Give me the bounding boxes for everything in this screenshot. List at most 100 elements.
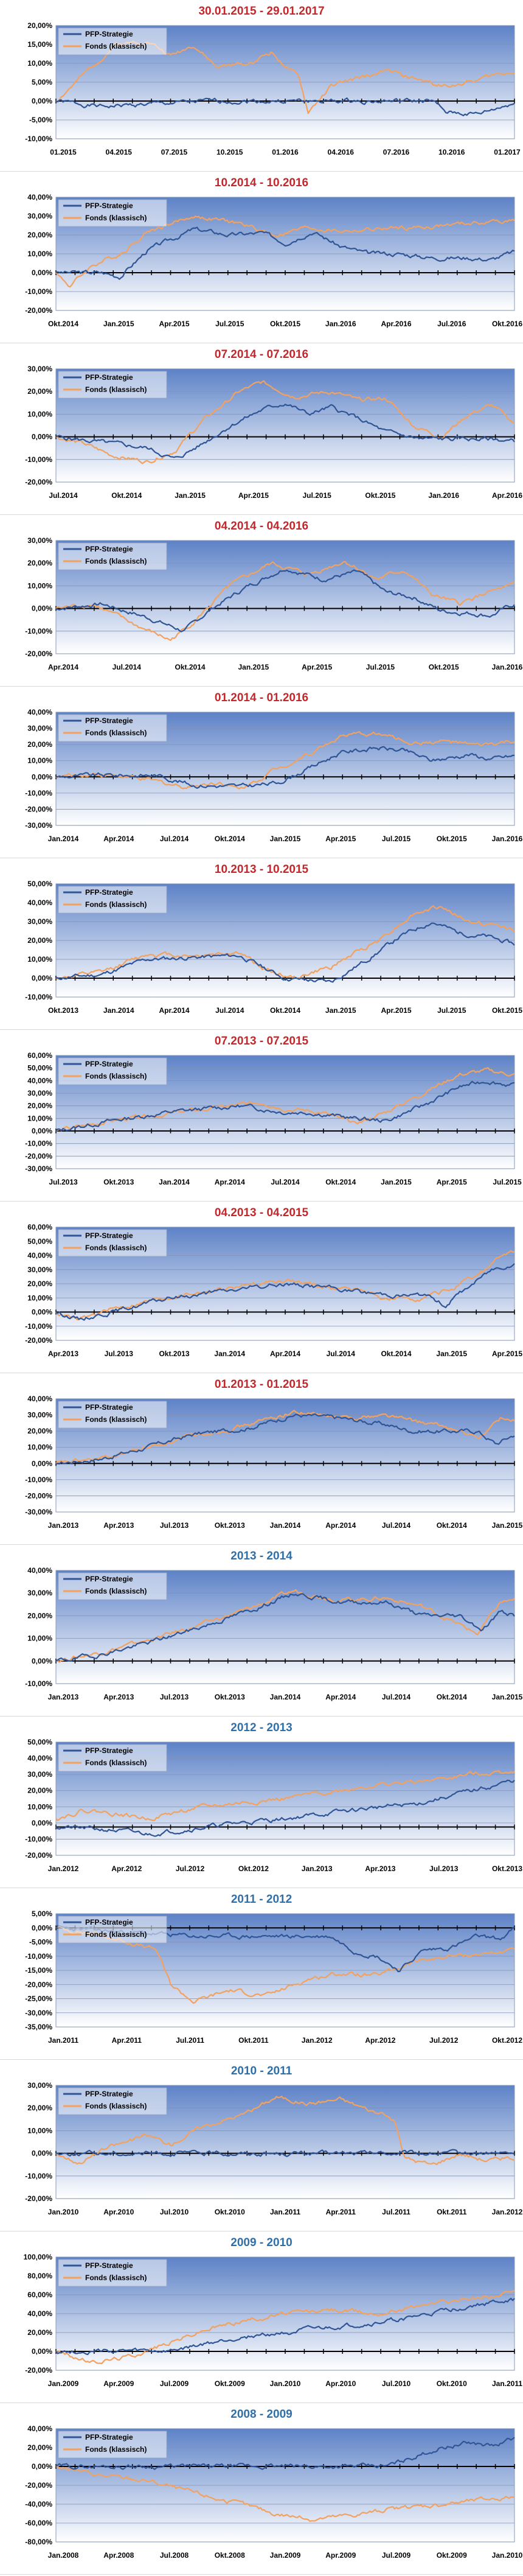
y-tick-label: -10,00% [25,789,52,797]
series-line [55,1770,515,1821]
legend-label: PFP-Strategie [85,2433,133,2441]
x-tick-label: 07.2015 [161,148,188,156]
x-tick-label: Jul.2014 [113,663,142,671]
x-tick-label: Apr.2014 [215,1178,245,1186]
chart-title: 04.2013 - 04.2015 [214,1206,309,1219]
x-tick-label: Jan.2015 [238,663,269,671]
y-tick-label: 20,00% [27,2104,52,2112]
series-line [55,569,515,632]
x-tick-label: Okt.2013 [215,1521,245,1530]
x-tick-label: Apr.2014 [325,1521,356,1530]
x-tick-label: Jul.2013 [160,1521,189,1530]
y-tick-label: 40,00% [27,1754,52,1763]
x-tick-label: Apr.2008 [103,2551,134,2560]
legend-label: Fonds (klassisch) [85,2273,147,2282]
legend-box [58,2259,167,2287]
x-tick-label: Okt.2009 [215,2379,245,2388]
chart-panel: 2010 - 2011 30,00% 20,00% 10,00% 0,00% -10,00… [0,2060,523,2231]
legend: PFP-Strategie Fonds (klassisch) [58,1057,167,1085]
series-line [55,97,515,116]
x-tick-label: Apr.2009 [103,2379,134,2388]
legend-box [58,1057,167,1085]
x-tick-label: Jan.2016 [428,491,459,500]
y-tick-label: 40,00% [27,709,52,716]
y-tick-label: -10,00% [25,1322,52,1331]
x-tick-label: Jan.2011 [270,2208,300,2216]
y-tick-label: -20,00% [25,1491,52,1500]
x-tick-label: Jan.2015 [436,1349,467,1358]
x-tick-label: Jul.2015 [302,491,331,500]
y-tick-label: 20,00% [27,936,52,945]
x-tick-label: Okt.2014 [437,1521,467,1530]
y-tick-label: 10,00% [27,1443,52,1452]
y-tick-label: -35,00% [25,2023,52,2031]
chart-title: 01.2013 - 01.2015 [214,1378,309,1391]
y-tick-label: -30,00% [25,821,52,830]
legend: PFP-Strategie Fonds (klassisch) [58,2259,167,2287]
chart-title: 2011 - 2012 [230,1893,293,1906]
y-tick-label: -15,00% [25,1966,52,1975]
x-tick-label: Jan.2011 [48,2036,78,2045]
y-tick-label: 40,00% [27,2425,52,2433]
x-tick-label: 01.2016 [272,148,299,156]
y-tick-label: 30,00% [27,537,52,545]
y-tick-label: 15,00% [27,40,52,49]
x-tick-label: Jan.2008 [48,2551,79,2560]
chart-panel: 10.2013 - 10.2015 50,00% 40,00% 30,00% 20,00… [0,858,523,1030]
legend: PFP-Strategie Fonds (klassisch) [58,886,167,914]
chart-panel: 04.2014 - 04.2016 30,00% 20,00% 10,00% 0,00%… [0,515,523,687]
x-tick-label: Jan.2010 [48,2208,79,2216]
y-tick-label: 0,00% [32,772,52,781]
x-tick-label: Jan.2014 [214,1349,245,1358]
y-tick-label: -40,00% [25,2500,52,2508]
x-tick-label: Apr.2014 [48,663,78,671]
x-tick-label: Jan.2014 [103,1006,134,1015]
legend-label: PFP-Strategie [85,1403,133,1412]
x-tick-label: Jul.2014 [382,1693,411,1701]
chart-title: 01.2014 - 01.2016 [214,691,309,704]
x-tick-label: Apr.2015 [437,1178,467,1186]
x-tick-label: Okt.2015 [365,491,395,500]
series-line [56,2465,515,2522]
y-tick-label: -10,00% [25,627,52,635]
legend-label: Fonds (klassisch) [85,1072,147,1080]
y-tick-label: 20,00% [27,1611,52,1620]
x-tick-label: Jul.2016 [437,320,466,328]
legend-box [58,371,167,399]
x-tick-label: Jul.2014 [382,1521,411,1530]
x-tick-label: Okt.2013 [48,1006,78,1015]
x-tick-label: Jan.2013 [48,1521,79,1530]
x-tick-label: 10.2015 [216,148,243,156]
line-chart: 30,00% 20,00% 10,00% 0,00% -10,00% -20,00% Jan… [25,2082,522,2216]
legend-label: PFP-Strategie [85,888,133,897]
legend-label: Fonds (klassisch) [85,1930,147,1939]
legend: PFP-Strategie Fonds (klassisch) [58,371,167,399]
y-tick-label: 30,00% [27,1770,52,1779]
line-chart: 60,00% 50,00% 40,00% 30,00% 20,00% 10,00% 0,00… [25,1052,522,1186]
x-tick-label: Jul.2014 [327,1349,356,1358]
legend-box [58,1572,167,1600]
y-tick-label: 0,00% [32,1459,52,1468]
y-tick-label: 30,00% [27,1265,52,1274]
x-tick-label: Okt.2010 [215,2208,245,2216]
y-tick-label: 20,00% [27,387,52,396]
legend-label: PFP-Strategie [85,2261,133,2270]
line-chart: 40,00% 30,00% 20,00% 10,00% 0,00% -10,00% -20,… [25,1395,522,1530]
series-line [55,2289,515,2365]
x-tick-label: Jan.2009 [48,2379,79,2388]
series-line [55,1263,515,1321]
line-chart: 50,00% 40,00% 30,00% 20,00% 10,00% 0,00% -10,0… [25,1738,522,1873]
x-tick-label: Okt.2015 [492,1006,522,1015]
x-tick-label: Apr.2010 [325,2379,356,2388]
x-tick-label: Apr.2015 [159,320,189,328]
chart-panel: 10.2014 - 10.2016 40,00% 30,00% 20,00% 10,00… [0,172,523,343]
y-tick-label: 10,00% [27,1634,52,1643]
x-tick-label: Jul.2011 [382,2208,410,2216]
series-line [55,2149,515,2157]
x-tick-label: Apr.2014 [159,1006,189,1015]
chart-title: 2013 - 2014 [230,1550,293,1563]
x-tick-label: 01.2015 [50,148,77,156]
x-tick-label: Jul.2012 [429,2036,459,2045]
legend-box [58,886,167,914]
y-tick-label: 10,00% [27,59,52,68]
